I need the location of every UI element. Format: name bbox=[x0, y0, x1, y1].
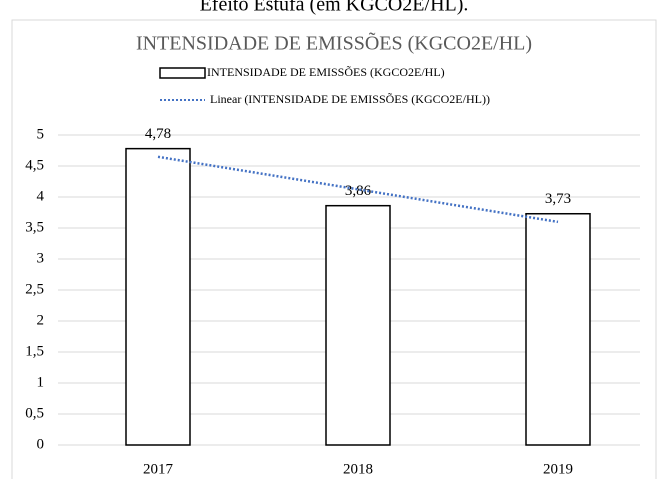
y-tick-label: 5 bbox=[37, 126, 45, 142]
y-tick-label: 2,5 bbox=[25, 281, 44, 297]
y-tick-label: 1 bbox=[37, 374, 45, 390]
data-label: 4,78 bbox=[145, 126, 171, 142]
data-label: 3,73 bbox=[545, 191, 571, 207]
y-tick-label: 4 bbox=[37, 188, 45, 204]
y-tick-label: 3,5 bbox=[25, 219, 44, 235]
x-tick-label: 2018 bbox=[343, 461, 373, 477]
y-tick-label: 2 bbox=[37, 312, 45, 328]
bar bbox=[525, 212, 591, 446]
bar bbox=[125, 147, 191, 446]
legend-label: Linear (INTENSIDADE DE EMISSÕES (KGCO2E/… bbox=[210, 92, 490, 106]
x-tick-label: 2017 bbox=[143, 461, 174, 477]
legend-swatch bbox=[159, 67, 206, 79]
y-tick-label: 0 bbox=[37, 436, 45, 452]
x-tick-label: 2019 bbox=[543, 461, 573, 477]
chart-frame bbox=[11, 19, 657, 479]
y-tick-label: 4,5 bbox=[25, 157, 44, 173]
bar bbox=[325, 204, 391, 446]
y-tick-label: 0,5 bbox=[25, 405, 44, 421]
y-tick-label: 1,5 bbox=[25, 343, 44, 359]
legend-label: INTENSIDADE DE EMISSÕES (KGCO2E/HL) bbox=[207, 65, 445, 79]
data-label: 3,86 bbox=[345, 183, 372, 199]
chart-title: INTENSIDADE DE EMISSÕES (KGCO2E/HL) bbox=[136, 31, 532, 55]
trendline bbox=[157, 155, 559, 224]
caption: Efeito Estufa (em KGCO2E/HL). bbox=[200, 0, 469, 16]
y-tick-label: 3 bbox=[37, 250, 45, 266]
